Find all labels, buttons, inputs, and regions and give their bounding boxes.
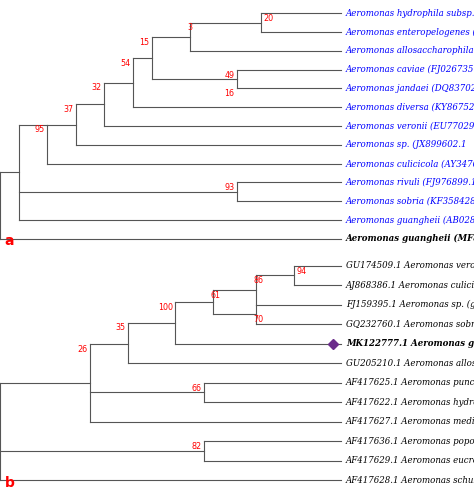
- Text: 54: 54: [120, 59, 130, 68]
- Text: AF417627.1 Aeromonas media (gyrB) gene: AF417627.1 Aeromonas media (gyrB) gene: [346, 417, 474, 426]
- Text: Aeromonas allosaccharophila (GU205192.1): Aeromonas allosaccharophila (GU205192.1): [346, 46, 474, 55]
- Text: Aeromonas hydrophila subsp. (AB680307.1): Aeromonas hydrophila subsp. (AB680307.1): [346, 8, 474, 18]
- Text: Aeromonas jandaei (DQ837028.1): Aeromonas jandaei (DQ837028.1): [346, 84, 474, 93]
- Text: Aeromonas guangheii (AB028881.1): Aeromonas guangheii (AB028881.1): [346, 215, 474, 225]
- Text: 86: 86: [254, 276, 264, 285]
- Text: 82: 82: [191, 442, 201, 452]
- Text: a: a: [5, 234, 14, 248]
- Text: 15: 15: [139, 38, 149, 46]
- Text: Aeromonas diversa (KY867528.1): Aeromonas diversa (KY867528.1): [346, 103, 474, 112]
- Text: Aeromonas guangheii (MF800949.1): Aeromonas guangheii (MF800949.1): [346, 234, 474, 244]
- Text: 16: 16: [225, 89, 235, 98]
- Text: 100: 100: [158, 303, 173, 312]
- Text: 61: 61: [211, 290, 221, 299]
- Text: 66: 66: [191, 384, 201, 393]
- Text: 3: 3: [187, 23, 192, 32]
- Text: b: b: [5, 476, 15, 490]
- Text: 94: 94: [296, 267, 306, 276]
- Text: Aeromonas sobria (KF358428.1): Aeromonas sobria (KF358428.1): [346, 197, 474, 206]
- Text: Aeromonas veronii (EU770293.1): Aeromonas veronii (EU770293.1): [346, 122, 474, 130]
- Text: 20: 20: [263, 14, 273, 23]
- Text: 35: 35: [116, 323, 126, 332]
- Text: GU205210.1 Aeromonas allosaccharophila (gyrB) gene: GU205210.1 Aeromonas allosaccharophila (…: [346, 359, 474, 368]
- Text: AF417629.1 Aeromonas eucrenophila (gyrB) gene: AF417629.1 Aeromonas eucrenophila (gyrB)…: [346, 456, 474, 465]
- Text: AF417622.1 Aeromonas hydrophila (gyrB) gene: AF417622.1 Aeromonas hydrophila (gyrB) g…: [346, 398, 474, 407]
- Text: 26: 26: [78, 345, 88, 354]
- Text: AF417625.1 Aeromonas punctate (gyrB) gene: AF417625.1 Aeromonas punctate (gyrB) gen…: [346, 378, 474, 387]
- Text: GQ232760.1 Aeromonas sobria (gyrB) gene: GQ232760.1 Aeromonas sobria (gyrB) gene: [346, 320, 474, 329]
- Text: 93: 93: [225, 183, 235, 192]
- Text: FJ159395.1 Aeromonas sp. (gyrB) gene: FJ159395.1 Aeromonas sp. (gyrB) gene: [346, 300, 474, 309]
- Text: Aeromonas rivuli (FJ976899.1): Aeromonas rivuli (FJ976899.1): [346, 178, 474, 187]
- Text: AF417628.1 Aeromonas schubertii (gyrB) gene: AF417628.1 Aeromonas schubertii (gyrB) g…: [346, 476, 474, 485]
- Text: Aeromonas enteropelogenes (JN644602.1): Aeromonas enteropelogenes (JN644602.1): [346, 27, 474, 37]
- Text: Aeromonas sp. (JX899602.1: Aeromonas sp. (JX899602.1: [346, 140, 467, 149]
- Text: 70: 70: [254, 315, 264, 324]
- Text: 95: 95: [35, 125, 45, 134]
- Text: 37: 37: [64, 105, 73, 114]
- Text: AF417636.1 Aeromonas popoffii (gyrB) gene: AF417636.1 Aeromonas popoffii (gyrB) gen…: [346, 437, 474, 446]
- Text: AJ868386.1 Aeromonas culicicola (gyrB) gene: AJ868386.1 Aeromonas culicicola (gyrB) g…: [346, 281, 474, 289]
- Text: Aeromonas caviae (FJ026735.1): Aeromonas caviae (FJ026735.1): [346, 65, 474, 74]
- Text: 32: 32: [92, 83, 102, 92]
- Text: GU174509.1 Aeromonas veronii (gyrB) gene: GU174509.1 Aeromonas veronii (gyrB) gene: [346, 261, 474, 270]
- Text: MK122777.1 Aeromonas guangheii (gyrB) gene: MK122777.1 Aeromonas guangheii (gyrB) ge…: [346, 339, 474, 348]
- Text: Aeromonas culicicola (AY347677.1): Aeromonas culicicola (AY347677.1): [346, 159, 474, 168]
- Text: 49: 49: [225, 71, 235, 80]
